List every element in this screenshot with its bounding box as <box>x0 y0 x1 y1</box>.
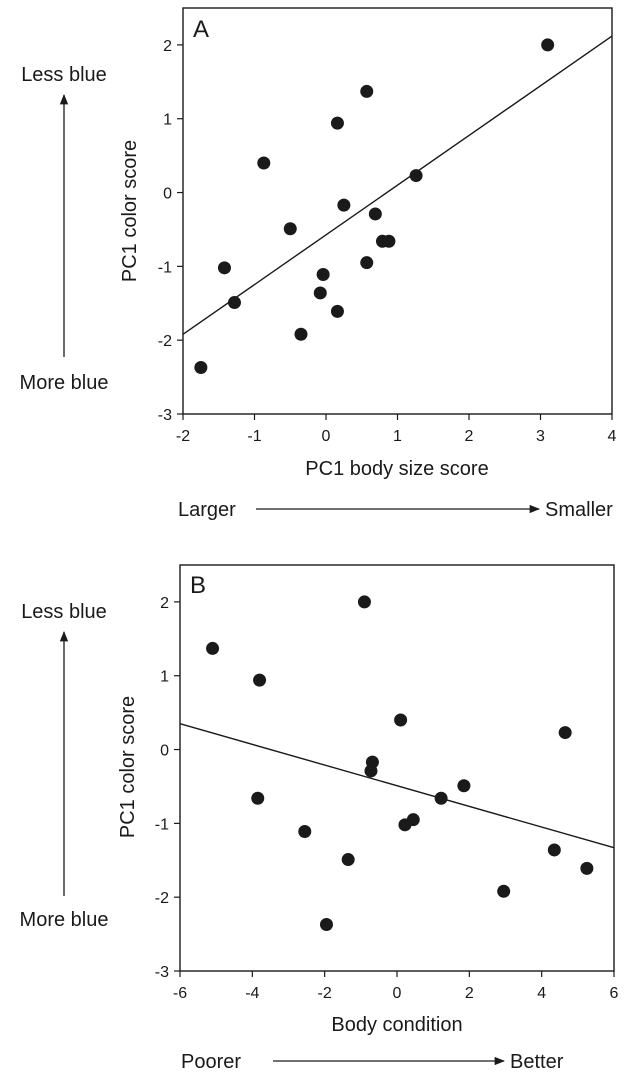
y-tick-label: 2 <box>163 38 172 55</box>
x-tick-label: -2 <box>176 428 190 445</box>
data-point <box>394 713 408 727</box>
x-direction-left-label: Poorer <box>181 1051 241 1073</box>
panel-letter: A <box>193 16 209 43</box>
data-point <box>313 286 327 300</box>
data-point <box>547 843 561 857</box>
x-tick-label: 3 <box>536 428 545 445</box>
data-point <box>217 261 231 275</box>
y-tick-label: -1 <box>155 816 169 833</box>
y-tick-label: 0 <box>160 743 169 760</box>
y-direction-top-label: Less blue <box>21 601 107 623</box>
data-point <box>330 304 344 318</box>
y-tick-label: -1 <box>158 259 172 276</box>
data-point <box>541 38 555 52</box>
x-tick-label: 4 <box>537 985 546 1002</box>
y-direction-bottom-label: More blue <box>20 909 109 931</box>
data-points <box>194 38 555 374</box>
data-point <box>558 726 572 740</box>
data-point <box>330 116 344 130</box>
y-direction-bottom-label: More blue <box>20 372 109 394</box>
data-point <box>257 156 271 170</box>
trendline <box>179 723 615 849</box>
y-tick-label: -3 <box>158 407 172 424</box>
y-tick-label: 1 <box>160 669 169 686</box>
y-tick-label: -2 <box>155 890 169 907</box>
y-tick-label: 0 <box>163 186 172 203</box>
x-axis-label: PC1 body size score <box>305 458 488 480</box>
y-direction-top-label: Less blue <box>21 64 107 86</box>
y-axis-label: PC1 color score <box>117 696 139 838</box>
data-point <box>294 327 308 341</box>
x-tick-label: 2 <box>465 428 474 445</box>
data-points <box>206 595 594 931</box>
panel-b: B -6 -4 -2 0 2 4 6 -3 -2 -1 0 1 2 Body condition PC1… <box>20 564 619 1073</box>
data-point <box>457 779 471 793</box>
data-point <box>337 198 351 212</box>
data-point <box>497 884 511 898</box>
x-tick-label: -4 <box>245 985 259 1002</box>
data-point <box>341 853 355 867</box>
x-tick-label: 0 <box>393 985 402 1002</box>
x-tick-label: 4 <box>608 428 617 445</box>
y-axis-label: PC1 color score <box>119 140 141 282</box>
data-point <box>357 595 371 609</box>
data-point <box>360 256 374 270</box>
x-tick-label: 6 <box>610 985 619 1002</box>
x-tick-label: -6 <box>173 985 187 1002</box>
data-point <box>364 764 378 778</box>
data-point <box>406 813 420 827</box>
x-tick-label: -1 <box>247 428 261 445</box>
data-point <box>319 917 333 931</box>
data-point <box>206 641 220 655</box>
x-tick-label: 2 <box>465 985 474 1002</box>
x-tick-label: 0 <box>322 428 331 445</box>
data-point <box>580 861 594 875</box>
panel-letter: B <box>190 572 206 599</box>
y-tick-label: 2 <box>160 595 169 612</box>
data-point <box>298 824 312 838</box>
data-point <box>283 222 297 236</box>
y-tick-label: 1 <box>163 112 172 129</box>
data-point <box>316 267 330 281</box>
y-tick-label: -3 <box>155 964 169 981</box>
y-tick-label: -2 <box>158 333 172 350</box>
x-axis-label: Body condition <box>331 1014 462 1036</box>
data-point <box>368 207 382 221</box>
x-direction-left-label: Larger <box>178 499 236 521</box>
data-point <box>360 84 374 98</box>
x-direction-right-label: Smaller <box>545 499 613 521</box>
plot-frame <box>182 7 613 415</box>
x-tick-label: -2 <box>318 985 332 1002</box>
data-point <box>253 673 267 687</box>
plot-frame <box>179 564 615 972</box>
x-direction-right-label: Better <box>510 1051 564 1073</box>
data-point <box>227 296 241 310</box>
data-point <box>382 234 396 248</box>
data-point <box>434 791 448 805</box>
trendline <box>182 35 613 335</box>
axis-ticks: -6 -4 -2 0 2 4 6 -3 -2 -1 0 1 2 <box>155 595 619 1002</box>
data-point <box>251 791 265 805</box>
data-point <box>194 360 208 374</box>
x-tick-label: 1 <box>393 428 402 445</box>
data-point <box>409 169 423 183</box>
